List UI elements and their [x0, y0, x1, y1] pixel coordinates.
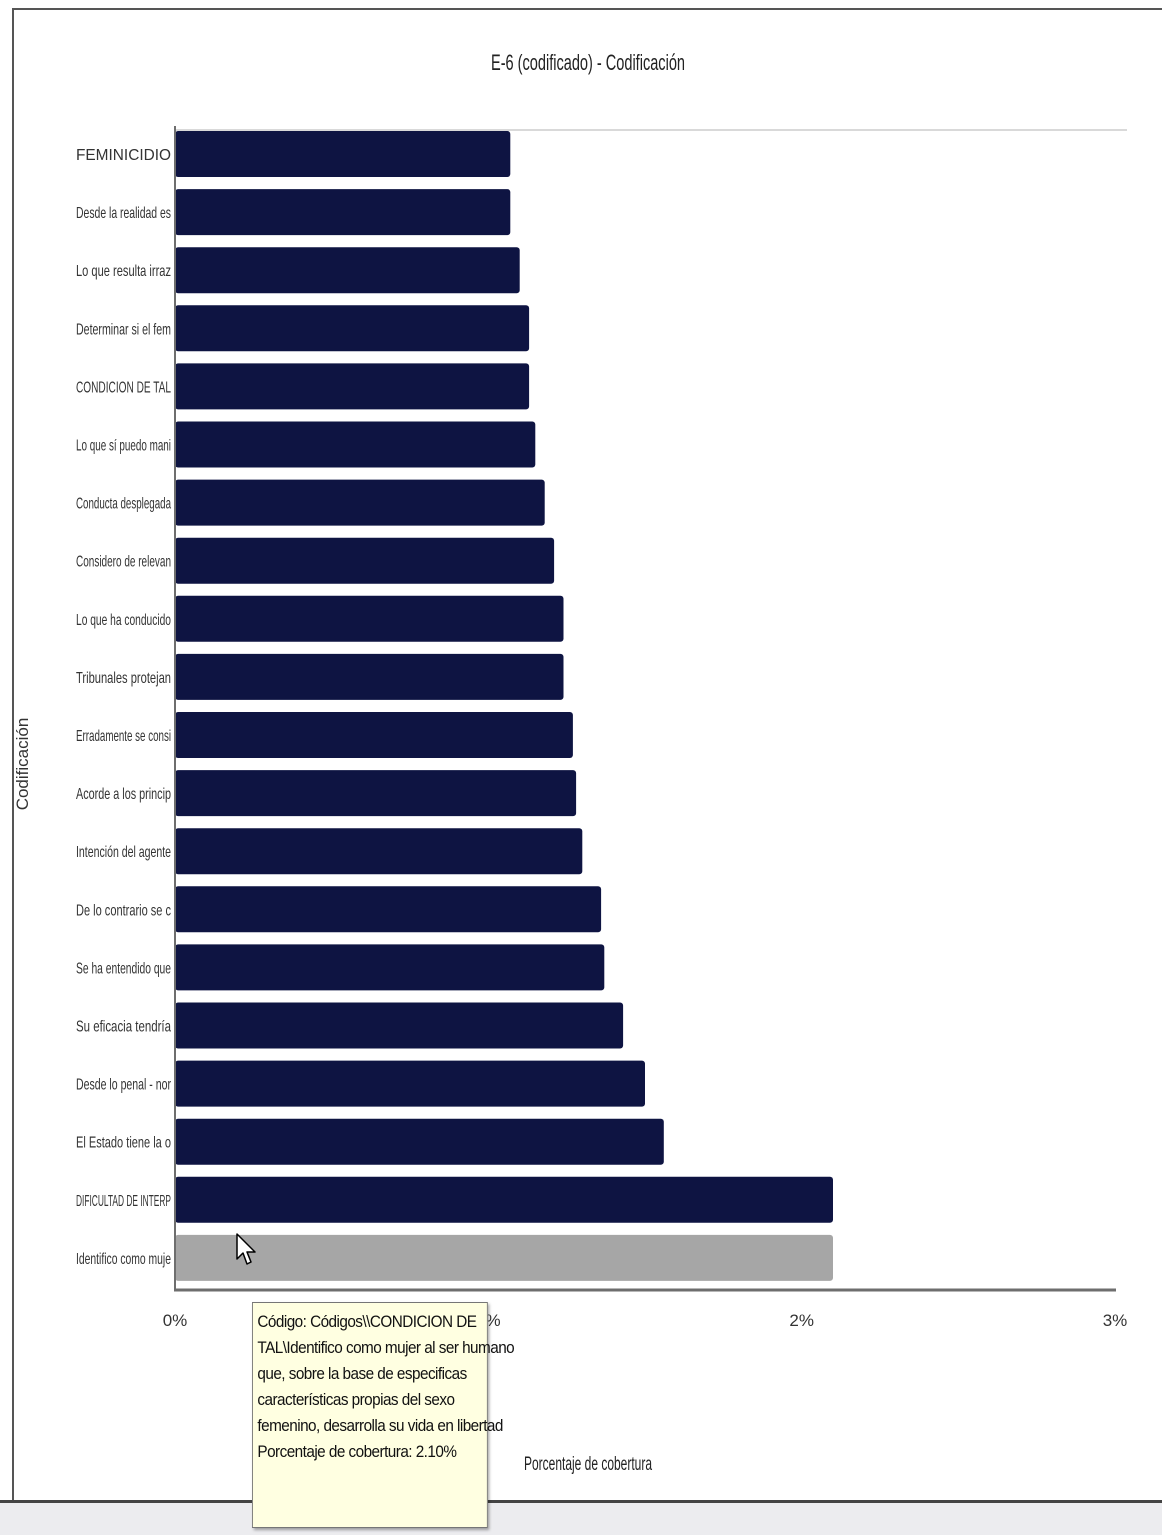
tooltip-line: características propias del sexo: [257, 1390, 455, 1409]
bar[interactable]: [175, 653, 564, 700]
category-label: Se ha entendido que: [76, 960, 171, 977]
category-label: Lo que sí puedo mani: [76, 438, 171, 455]
bar[interactable]: [175, 595, 564, 642]
bar[interactable]: [175, 1234, 833, 1281]
bar[interactable]: [175, 1002, 624, 1049]
tooltip-line: Porcentaje de cobertura: 2.10%: [257, 1442, 457, 1461]
tooltip-line: femenino, desarrolla su vida en libertad: [257, 1416, 503, 1435]
bar[interactable]: [175, 712, 573, 758]
window-top-border: [12, 8, 1162, 10]
bar[interactable]: [175, 247, 520, 294]
mouse-pointer-icon: [236, 1233, 256, 1265]
bar[interactable]: [175, 421, 536, 468]
y-axis-label: Codificación: [13, 718, 32, 811]
bar[interactable]: [175, 886, 602, 933]
bar[interactable]: [175, 189, 511, 236]
x-tick-label: 2%: [789, 1311, 814, 1330]
window-bottom-border: [0, 1500, 1162, 1503]
bar[interactable]: [175, 1060, 645, 1107]
category-label: Tribunales protejan: [76, 670, 171, 687]
status-strip: [0, 1503, 1162, 1535]
bar[interactable]: [175, 770, 577, 817]
chart-title: E-6 (codificado) - Codificación: [491, 50, 685, 75]
category-label: Intención del agente: [76, 844, 171, 861]
window-left-border: [12, 8, 14, 1500]
bar[interactable]: [175, 479, 545, 526]
category-label: De lo contrario se c: [76, 902, 171, 919]
category-label: Acorde a los princip: [76, 786, 171, 803]
x-axis-label: Porcentaje de cobertura: [524, 1454, 652, 1475]
bar[interactable]: [175, 131, 511, 177]
tooltip-line: Código: Códigos\\CONDICION DE: [257, 1312, 477, 1331]
tooltip-line: TAL\Identifico como mujer al ser humano: [257, 1338, 515, 1357]
category-label: El Estado tiene la o: [76, 1135, 171, 1152]
category-label: Lo que ha conducido: [76, 612, 171, 629]
category-labels: FEMINICIDIO Desde la realidad es Lo que re…: [76, 147, 171, 1268]
category-label: Desde lo penal - nor: [76, 1077, 171, 1094]
category-label: Lo que resulta irraz: [76, 263, 171, 280]
bar[interactable]: [175, 537, 555, 584]
bar[interactable]: [175, 828, 583, 875]
bar[interactable]: [175, 305, 530, 352]
bar[interactable]: [175, 1176, 833, 1223]
bar[interactable]: [175, 363, 530, 410]
category-label: Determinar si el fem: [76, 321, 171, 338]
category-label: CONDICION DE TAL: [76, 379, 171, 396]
category-label: Desde la realidad es: [76, 205, 171, 222]
bar[interactable]: [175, 1118, 664, 1165]
tooltip-line: que, sobre la base de especificas: [257, 1364, 467, 1383]
category-label: Su eficacia tendría: [76, 1019, 171, 1036]
category-label: FEMINICIDIO: [76, 147, 171, 164]
bars-layer: [175, 131, 833, 1281]
category-label: DIFICULTAD DE INTERP: [76, 1193, 171, 1210]
category-label: Conducta desplegada: [76, 496, 171, 513]
category-label: Identifico como muje: [76, 1251, 171, 1268]
x-tick-label: 0%: [163, 1311, 188, 1330]
category-label: Considero de relevan: [76, 554, 171, 571]
bar[interactable]: [175, 944, 605, 991]
x-tick-label: 3%: [1103, 1311, 1128, 1330]
category-label: Erradamente se consi: [76, 728, 171, 745]
bar-tooltip: Código: Códigos\\CONDICION DE TAL\Identi…: [252, 1302, 515, 1528]
